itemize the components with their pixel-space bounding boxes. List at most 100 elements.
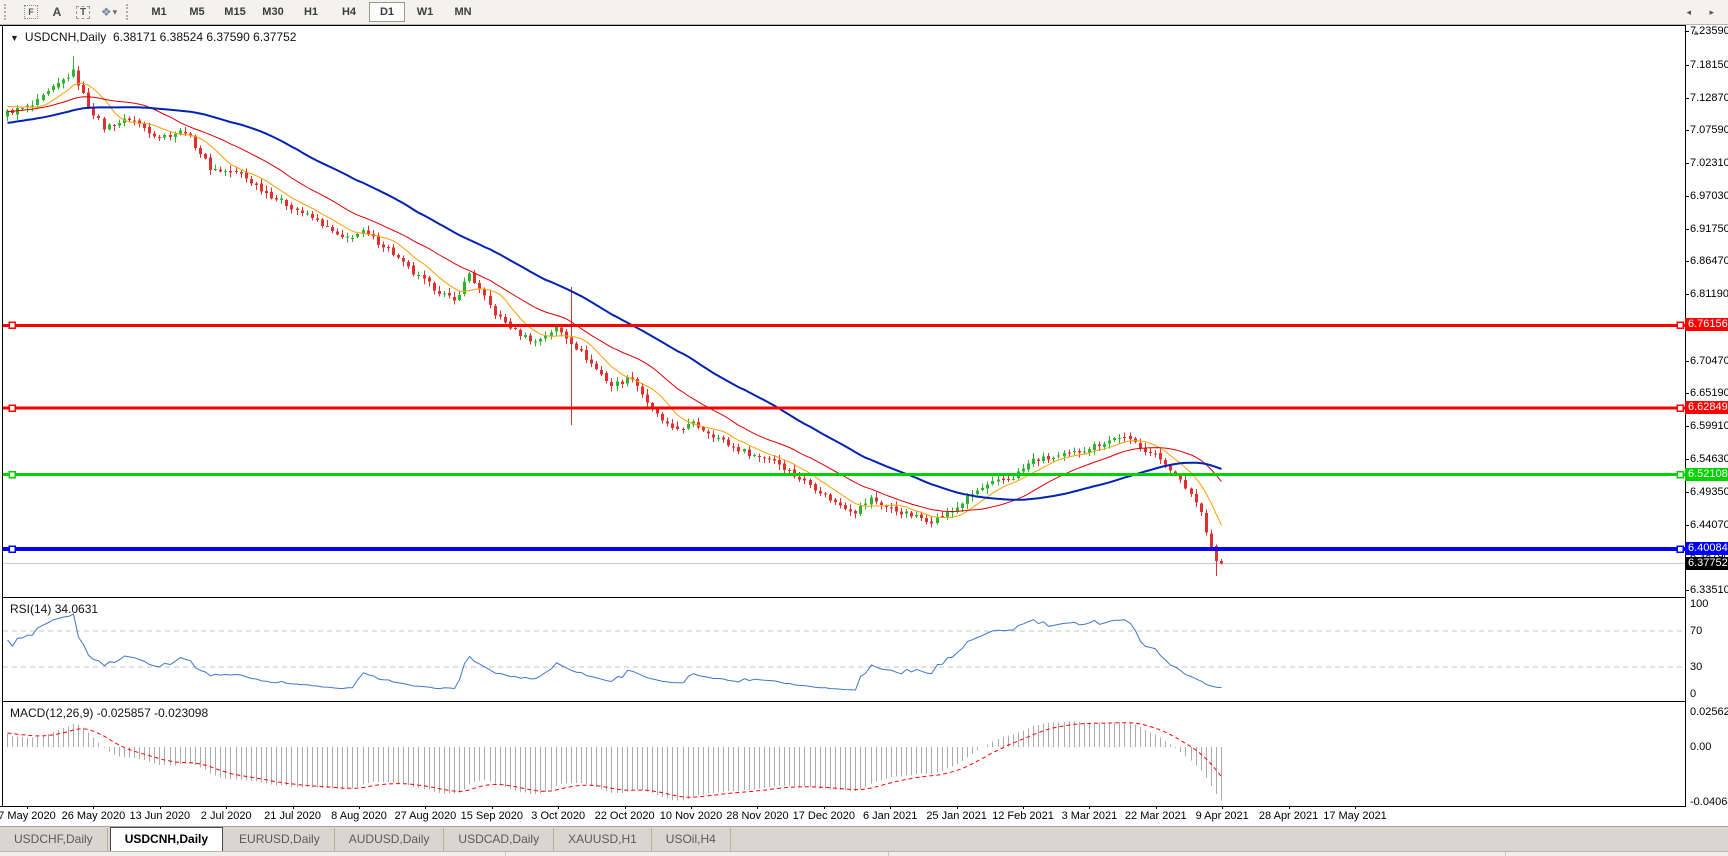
price-tick: 6.54630 — [1685, 453, 1728, 465]
date-label: 3 Mar 2021 — [1061, 810, 1118, 822]
rsi-panel[interactable]: RSI(14) 34.0631 — [3, 598, 1685, 701]
toolbar-separator — [126, 4, 134, 20]
toolbar-grip[interactable] — [4, 4, 12, 20]
timeframe-button-mn[interactable]: MN — [454, 6, 472, 18]
chart-window-bottom-border — [0, 806, 1728, 807]
timeframe-button-h4[interactable]: H4 — [341, 6, 357, 18]
date-tick — [956, 806, 958, 809]
toolbar: F A T ❖ ▾ M1 M5 M15 M30 H1 H4 D1 W1 MN — [0, 0, 1728, 25]
date-label: 7 May 2020 — [0, 810, 56, 822]
collapse-icon[interactable]: ▼ — [10, 33, 19, 43]
date-label: 28 Nov 2020 — [726, 810, 789, 822]
chart-tab-usdcad[interactable]: USDCAD,Daily — [444, 827, 555, 851]
chart-tab-bar: USDCHF,Daily USDCNH,Daily EURUSD,Daily AUDU… — [0, 826, 1728, 852]
chart-tab-xauusd[interactable]: XAUUSD,H1 — [554, 827, 652, 851]
timeframe-button-m30[interactable]: M30 — [262, 6, 284, 18]
date-tick — [292, 806, 294, 809]
candlestick-chart[interactable] — [3, 26, 1685, 597]
status-divider — [888, 852, 889, 856]
price-tick: 6.33510 — [1685, 584, 1728, 596]
rsi-axis-label: 100 — [1690, 598, 1709, 610]
price-tick: 6.91750 — [1685, 223, 1728, 235]
date-label: 15 Sep 2020 — [460, 810, 523, 822]
chart-tab-usdchf[interactable]: USDCHF,Daily — [0, 827, 108, 851]
price-axis-separator — [1685, 25, 1686, 807]
date-label: 27 Aug 2020 — [394, 810, 457, 822]
main-rsi-separator[interactable] — [2, 597, 1728, 598]
timeframe-button-w1[interactable]: W1 — [416, 6, 434, 18]
price-tick: 7.23590 — [1685, 25, 1728, 37]
rsi-axis-label: 0 — [1690, 688, 1697, 700]
bid-price-badge[interactable]: 6.37752 — [1685, 556, 1728, 570]
date-tick — [359, 806, 360, 809]
status-bar — [0, 851, 1728, 856]
macd-axis-label: -0.040687 — [1690, 796, 1728, 808]
hline-price-badge[interactable]: 6.62849 — [1685, 400, 1728, 414]
date-tick — [27, 806, 28, 809]
price-tick: 6.65190 — [1685, 387, 1728, 399]
macd-label: MACD(12,26,9) -0.025857 -0.023098 — [10, 706, 209, 720]
date-label: 12 Feb 2021 — [992, 810, 1054, 822]
chart-tab-usoil[interactable]: USOil,H4 — [652, 827, 731, 851]
date-tick — [491, 806, 493, 809]
rsi-axis-label: 30 — [1690, 661, 1703, 673]
timeframe-button-h1[interactable]: H1 — [303, 6, 319, 18]
date-label: 26 May 2020 — [61, 810, 126, 822]
date-label: 13 Jun 2020 — [129, 810, 191, 822]
date-tick — [691, 806, 692, 809]
hline-price-badge[interactable]: 6.52108 — [1685, 467, 1728, 481]
tab-scroll-arrows: ◂ ▸ — [1686, 7, 1722, 17]
font-icon[interactable]: A — [52, 5, 62, 19]
dropdown-caret-icon[interactable]: ▾ — [112, 6, 118, 17]
chart-ohlc-values: 6.38171 6.38524 6.37590 6.37752 — [112, 30, 297, 44]
date-tick — [425, 806, 427, 809]
chart-tab-audusd[interactable]: AUDUSD,Daily — [335, 827, 445, 851]
date-tick — [757, 806, 759, 809]
macd-panel[interactable]: MACD(12,26,9) -0.025857 -0.023098 — [3, 702, 1685, 806]
timeframe-bar: M1 M5 M15 M30 H1 H4 D1 W1 MN — [140, 2, 482, 22]
date-label: 6 Jan 2021 — [862, 810, 918, 822]
timeframe-button-m15[interactable]: M15 — [224, 6, 246, 18]
price-tick: 6.81190 — [1685, 288, 1728, 300]
date-tick — [1089, 806, 1091, 809]
status-divider — [1505, 852, 1506, 856]
chart-window-top-border — [0, 25, 1728, 26]
text-label-icon[interactable]: T — [71, 3, 95, 22]
price-axis[interactable]: ▲ 7.23590 7.18150 7.12870 7.07590 7.02310 6.9… — [1685, 25, 1728, 808]
date-tick — [1155, 806, 1157, 809]
date-tick — [890, 806, 892, 809]
price-tick: 7.12870 — [1685, 92, 1728, 104]
hline-price-badge[interactable]: 6.40084 — [1685, 542, 1728, 556]
date-tick — [1355, 806, 1356, 809]
rsi-axis-label: 70 — [1690, 625, 1703, 637]
macd-axis-label: 0.025623 — [1690, 705, 1728, 718]
rsi-macd-separator[interactable] — [2, 701, 1728, 702]
date-tick — [1288, 806, 1290, 809]
price-tick: 6.86470 — [1685, 255, 1728, 267]
macd-axis-label: 0.00 — [1690, 741, 1712, 753]
date-axis[interactable]: 7 May 2020 26 May 2020 13 Jun 2020 2 Jul 20… — [0, 806, 1728, 826]
date-label: 17 May 2021 — [1323, 810, 1387, 822]
date-tick — [1023, 806, 1024, 809]
fibonacci-icon[interactable]: F — [19, 3, 43, 22]
axis-scroll-up-icon[interactable]: ▲ — [1692, 28, 1700, 37]
date-label: 10 Nov 2020 — [659, 810, 723, 822]
chart-tab-usdcnh[interactable]: USDCNH,Daily — [109, 826, 224, 852]
date-tick — [624, 806, 626, 809]
rsi-label: RSI(14) 34.0631 — [10, 602, 99, 616]
price-tick: 7.07590 — [1685, 124, 1728, 136]
date-label: 22 Mar 2021 — [1124, 810, 1187, 822]
date-tick — [558, 806, 560, 809]
shapes-icon[interactable]: ❖ ▾ — [100, 5, 118, 19]
timeframe-button-m1[interactable]: M1 — [151, 6, 167, 18]
hline-price-badge[interactable]: 6.76156 — [1685, 318, 1728, 332]
date-label: 17 Dec 2020 — [792, 810, 855, 822]
timeframe-button-d1[interactable]: D1 — [369, 2, 405, 22]
chart-tab-eurusd[interactable]: EURUSD,Daily — [225, 827, 335, 851]
price-tick: 6.59910 — [1685, 420, 1728, 432]
timeframe-button-m5[interactable]: M5 — [189, 6, 205, 18]
price-chart-panel[interactable]: ▼ USDCNH,Daily 6.38171 6.38524 6.37590 6.… — [3, 26, 1685, 597]
date-label: 3 Oct 2020 — [531, 810, 586, 822]
price-tick: 7.02310 — [1685, 157, 1728, 169]
